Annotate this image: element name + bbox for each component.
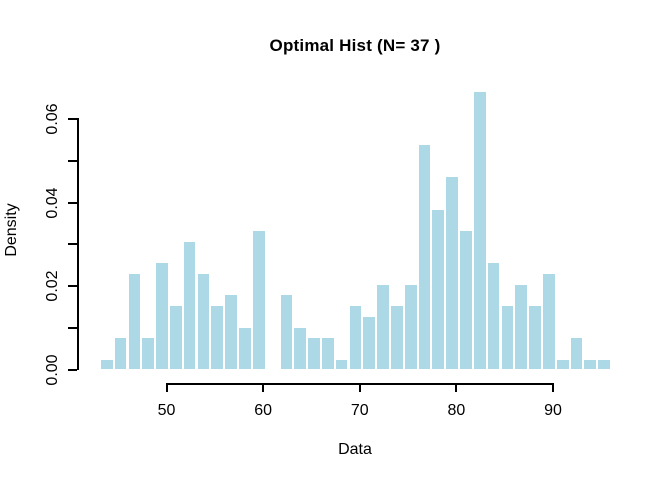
histogram-bar bbox=[583, 358, 598, 370]
y-axis-tick bbox=[68, 285, 77, 288]
histogram-bar bbox=[99, 358, 114, 370]
histogram-bar bbox=[597, 358, 612, 370]
histogram-bar bbox=[127, 273, 142, 370]
x-axis-tick-label: 90 bbox=[544, 402, 562, 419]
y-axis-tick-label: 0.00 bbox=[44, 353, 61, 386]
x-axis-tick bbox=[165, 385, 168, 392]
x-axis-tick bbox=[455, 385, 458, 392]
histogram-bar bbox=[500, 305, 515, 370]
y-axis-tick bbox=[68, 160, 77, 162]
histogram-bar bbox=[196, 273, 211, 370]
histogram-bar bbox=[472, 90, 487, 370]
histogram-bar bbox=[376, 283, 390, 370]
histogram-bar bbox=[113, 337, 128, 370]
histogram-bar bbox=[293, 326, 308, 370]
y-axis-tick-label: 0.02 bbox=[44, 270, 61, 302]
x-axis-label: Data bbox=[338, 441, 372, 458]
histogram-bar bbox=[251, 230, 266, 370]
y-axis-tick-label: 0.06 bbox=[44, 103, 61, 135]
x-axis-tick-label: 50 bbox=[157, 402, 176, 419]
x-axis-tick-label: 70 bbox=[350, 402, 369, 419]
histogram-bar bbox=[320, 337, 335, 370]
histogram-bar bbox=[445, 176, 460, 370]
x-axis-tick-label: 60 bbox=[254, 402, 272, 419]
chart-title: Optimal Hist (N= 37 ) bbox=[269, 36, 441, 55]
histogram-bar bbox=[307, 337, 321, 370]
y-axis-line bbox=[76, 118, 79, 371]
y-axis-tick bbox=[68, 118, 77, 121]
histogram-bar bbox=[224, 294, 238, 370]
x-axis-tick bbox=[358, 385, 361, 392]
histogram-bar bbox=[486, 262, 501, 370]
y-axis-label: Density bbox=[3, 203, 20, 257]
y-axis-tick bbox=[68, 326, 77, 329]
histogram-bar bbox=[362, 315, 377, 370]
histogram-bar bbox=[334, 358, 349, 370]
y-axis-tick-label: 0.04 bbox=[44, 187, 61, 219]
histogram-bar bbox=[168, 305, 183, 370]
histogram-bar bbox=[514, 283, 529, 370]
histogram-bar bbox=[417, 144, 432, 370]
y-axis-tick bbox=[68, 201, 77, 204]
histogram-bar bbox=[141, 337, 156, 370]
histogram-bar bbox=[279, 294, 294, 370]
histogram-bar bbox=[431, 208, 446, 370]
histogram-bar bbox=[348, 305, 363, 370]
x-axis-tick bbox=[552, 385, 554, 392]
x-axis-tick bbox=[262, 385, 265, 392]
y-axis-tick bbox=[68, 243, 77, 246]
histogram-bar bbox=[569, 337, 584, 370]
histogram-bar bbox=[238, 326, 252, 370]
histogram-bar bbox=[210, 305, 225, 370]
histogram-bar bbox=[528, 305, 542, 370]
x-axis-tick-label: 80 bbox=[447, 402, 466, 419]
x-axis-line bbox=[165, 383, 554, 385]
histogram-bar bbox=[459, 230, 473, 370]
histogram-bar bbox=[555, 358, 570, 370]
histogram-bar bbox=[542, 273, 556, 370]
histogram-bar bbox=[390, 305, 404, 370]
histogram-bar bbox=[182, 241, 197, 370]
histogram-bar bbox=[403, 283, 418, 370]
y-axis-tick bbox=[68, 368, 77, 371]
histogram-bar bbox=[155, 262, 169, 370]
